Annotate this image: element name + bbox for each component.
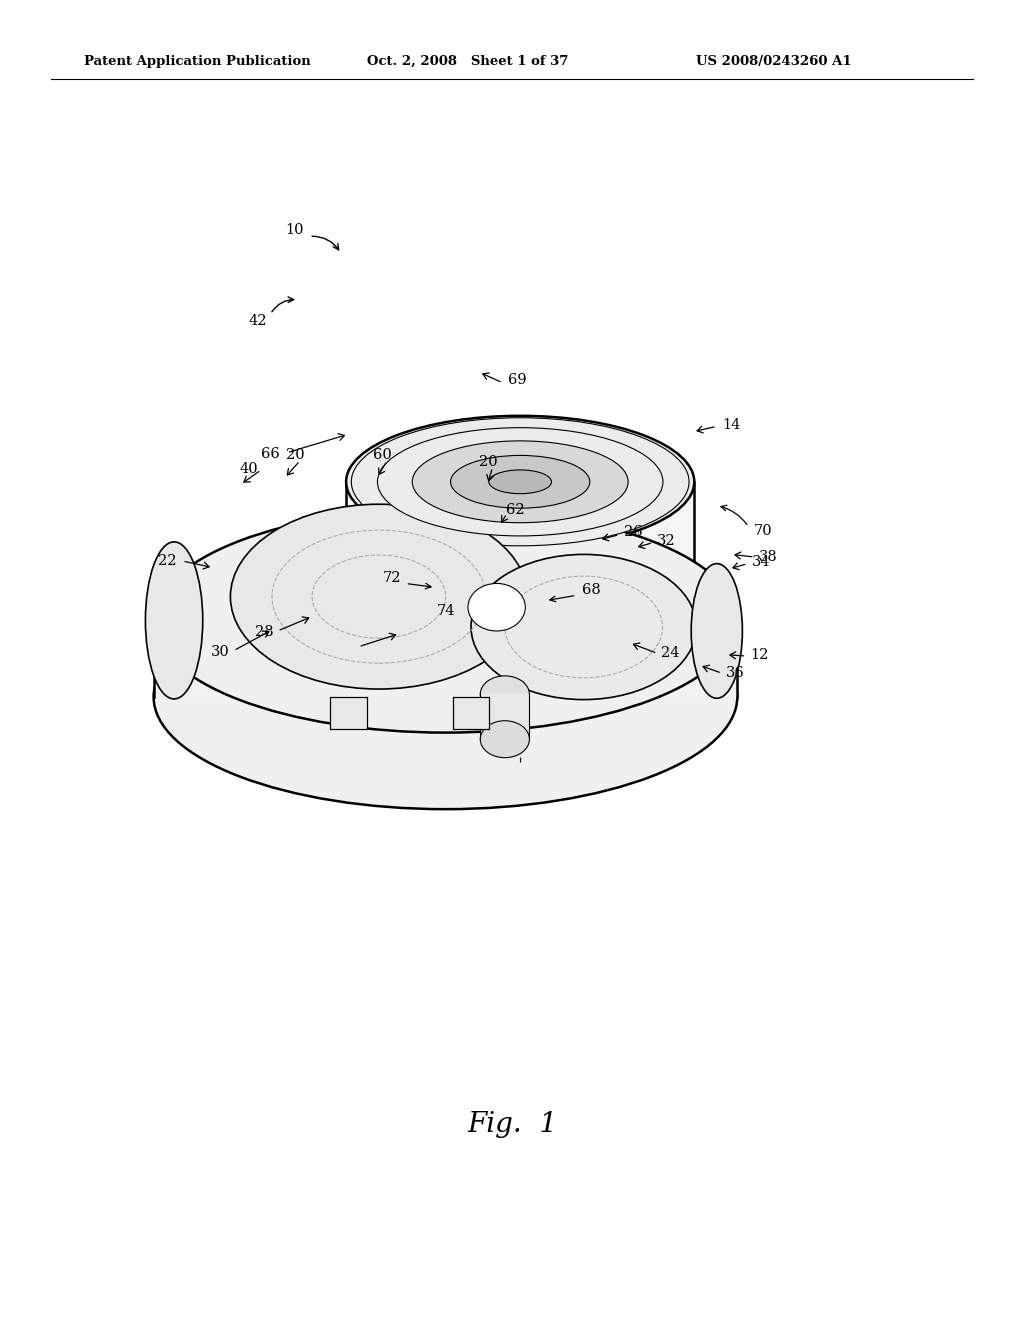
Ellipse shape — [480, 721, 529, 758]
Polygon shape — [330, 697, 367, 729]
Text: 14: 14 — [722, 418, 740, 432]
Ellipse shape — [468, 583, 525, 631]
Text: 60: 60 — [373, 449, 391, 462]
Ellipse shape — [230, 504, 527, 689]
Text: 24: 24 — [662, 647, 680, 660]
Polygon shape — [346, 482, 694, 603]
Ellipse shape — [480, 676, 529, 713]
Text: 34: 34 — [752, 556, 770, 569]
Polygon shape — [453, 697, 489, 729]
Text: 10: 10 — [286, 223, 304, 236]
Ellipse shape — [145, 541, 203, 700]
Text: 70: 70 — [754, 524, 772, 537]
Text: US 2008/0243260 A1: US 2008/0243260 A1 — [696, 55, 852, 67]
Ellipse shape — [413, 441, 628, 523]
Ellipse shape — [351, 417, 689, 546]
Text: 68: 68 — [583, 583, 601, 597]
Text: 36: 36 — [726, 667, 744, 680]
Text: 20: 20 — [479, 455, 498, 469]
Text: Oct. 2, 2008   Sheet 1 of 37: Oct. 2, 2008 Sheet 1 of 37 — [367, 55, 568, 67]
Text: 66: 66 — [261, 447, 280, 461]
Ellipse shape — [471, 554, 696, 700]
Text: 28: 28 — [255, 626, 273, 639]
Text: 30: 30 — [211, 645, 229, 659]
Text: 72: 72 — [383, 572, 401, 585]
Text: 74: 74 — [437, 605, 456, 618]
Text: 69: 69 — [508, 374, 526, 387]
Text: 22: 22 — [158, 554, 176, 568]
Ellipse shape — [691, 564, 742, 698]
Text: 42: 42 — [249, 314, 267, 327]
Ellipse shape — [346, 416, 694, 548]
Text: 32: 32 — [657, 535, 676, 548]
Polygon shape — [498, 606, 543, 643]
Ellipse shape — [488, 470, 552, 494]
Text: 26: 26 — [624, 525, 642, 539]
Text: 62: 62 — [506, 503, 524, 516]
Ellipse shape — [346, 537, 694, 669]
Ellipse shape — [509, 636, 531, 649]
Ellipse shape — [451, 455, 590, 508]
Polygon shape — [154, 620, 737, 697]
Ellipse shape — [378, 428, 663, 536]
Ellipse shape — [154, 585, 737, 809]
Ellipse shape — [154, 508, 737, 733]
Text: 12: 12 — [751, 648, 769, 661]
Ellipse shape — [498, 595, 543, 616]
Text: 40: 40 — [240, 462, 258, 475]
Text: Fig.  1: Fig. 1 — [467, 1111, 557, 1138]
Text: 38: 38 — [759, 550, 777, 564]
Text: 20: 20 — [286, 449, 304, 462]
Polygon shape — [480, 694, 529, 739]
Text: Patent Application Publication: Patent Application Publication — [84, 55, 310, 67]
